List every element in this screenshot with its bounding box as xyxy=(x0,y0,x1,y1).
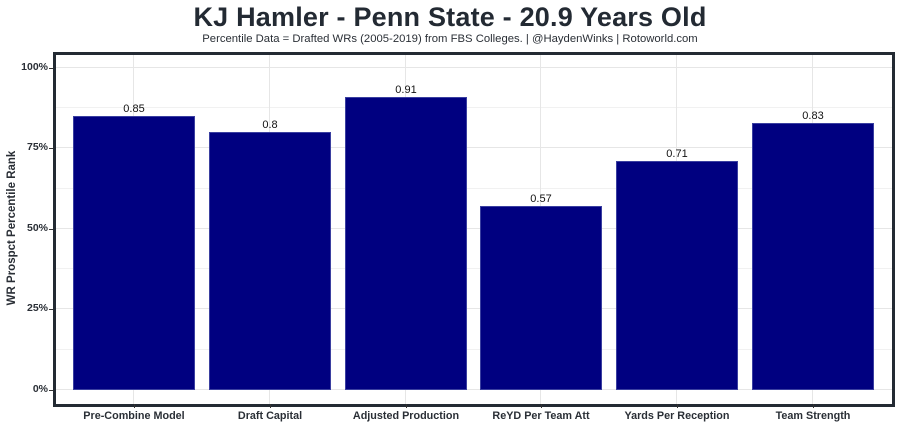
y-tick-50: 50% xyxy=(26,222,48,234)
y-tick-0: 0% xyxy=(32,383,48,395)
bar-value-label: 0.85 xyxy=(123,103,145,115)
x-tick-mark xyxy=(813,404,814,408)
y-tick-mark xyxy=(49,390,53,391)
y-tick-75: 75% xyxy=(26,141,48,153)
bar-team-strength xyxy=(752,123,874,390)
y-tick-mark xyxy=(49,68,53,69)
x-tick-mark xyxy=(541,404,542,408)
bar-pre-combine-model xyxy=(73,116,195,390)
gridline-25 xyxy=(56,308,892,309)
x-tick-mark xyxy=(677,404,678,408)
gridline-minor xyxy=(56,349,892,350)
x-tick-team-strength: Team Strength xyxy=(775,410,851,422)
gridline-100 xyxy=(56,67,892,68)
x-tick-draft-capital: Draft Capital xyxy=(237,410,303,422)
bar-value-label: 0.83 xyxy=(802,110,824,122)
gridline-50 xyxy=(56,228,892,229)
bar-reyd-per-team-att xyxy=(480,206,602,390)
gridline-75 xyxy=(56,147,892,148)
chart-subtitle: Percentile Data = Drafted WRs (2005-2019… xyxy=(202,33,698,45)
x-tick-mark xyxy=(270,404,271,408)
x-tick-yards-per-reception: Yards Per Reception xyxy=(624,410,730,422)
bar-value-label: 0.57 xyxy=(530,193,552,205)
gridline-0 xyxy=(56,389,892,390)
bar-value-label: 0.91 xyxy=(395,84,417,96)
x-tick-adjusted-production: Adjusted Production xyxy=(352,410,460,422)
gridline-minor xyxy=(56,188,892,189)
chart-title: KJ Hamler - Penn State - 20.9 Years Old xyxy=(193,2,707,32)
y-tick-mark xyxy=(49,148,53,149)
bar-adjusted-production xyxy=(345,97,467,390)
y-tick-25: 25% xyxy=(26,302,48,314)
y-tick-mark xyxy=(49,229,53,230)
y-tick-100: 100% xyxy=(21,61,48,73)
gridline-minor xyxy=(56,107,892,108)
bar-yards-per-reception xyxy=(616,161,738,390)
bar-value-label: 0.8 xyxy=(262,119,278,131)
x-tick-pre-combine-model: Pre-Combine Model xyxy=(83,410,185,422)
bar-draft-capital xyxy=(209,132,331,390)
x-tick-reyd-per-team-att: ReYD Per Team Att xyxy=(492,410,590,422)
y-axis-label: WR Prospct Percentile Rank xyxy=(6,150,18,306)
bar-value-label: 0.71 xyxy=(666,148,688,160)
x-tick-mark xyxy=(134,404,135,408)
x-tick-mark xyxy=(406,404,407,408)
y-tick-mark xyxy=(49,309,53,310)
gridline-minor xyxy=(56,268,892,269)
